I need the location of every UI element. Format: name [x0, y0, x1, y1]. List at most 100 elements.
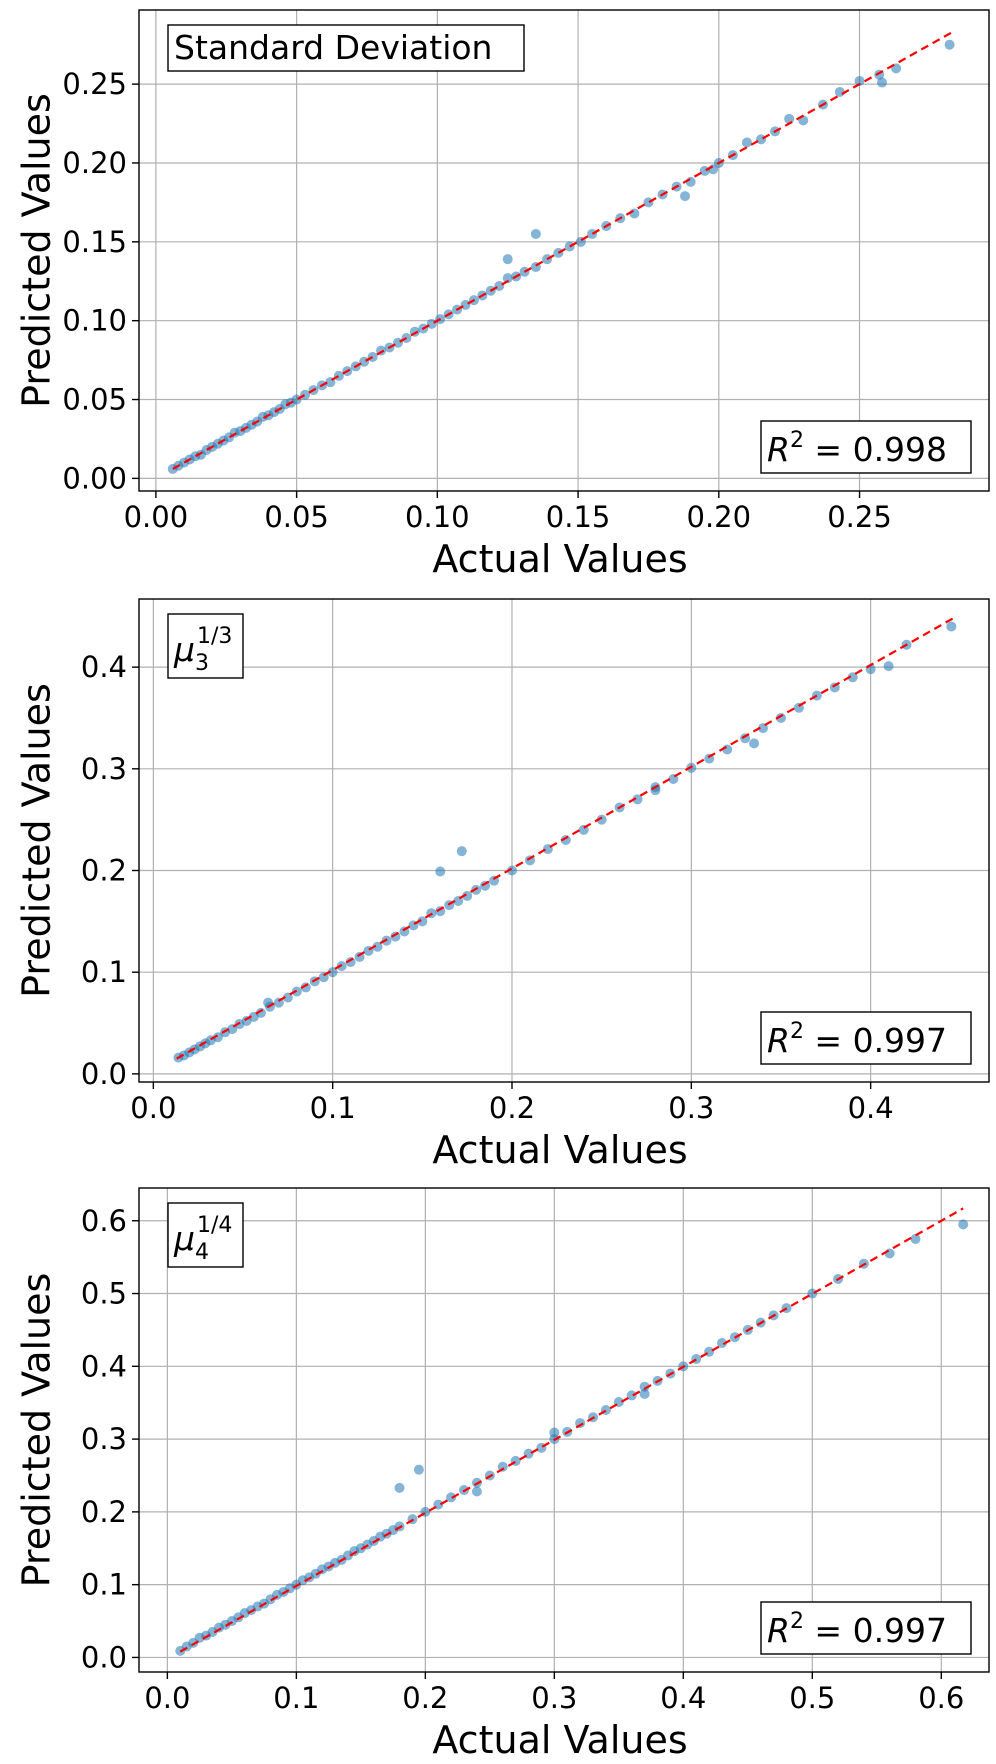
y-tick-label: 0.2	[81, 1495, 127, 1529]
r2-box	[760, 420, 972, 474]
data-point	[417, 916, 428, 927]
x-axis-label: Actual Values	[432, 1128, 687, 1172]
data-point	[910, 1233, 921, 1244]
data-point	[502, 273, 513, 284]
y-tick-label: 0.2	[81, 853, 127, 887]
data-point	[333, 370, 344, 381]
data-point	[626, 1390, 637, 1401]
axes-frame	[138, 598, 990, 1083]
panel-label-box	[167, 24, 525, 72]
math-superscript: 1/3	[197, 624, 232, 649]
y-tick-label: 0.05	[62, 383, 127, 417]
y-tick-label: 0.20	[62, 146, 127, 180]
y-tick-label: 0.10	[62, 304, 127, 338]
math-base: μ	[173, 630, 195, 669]
panel-3: 0.0 0.1 0.2 0.3 0.4 0.5 0.60.00.10.20.30.40.50…	[14, 1187, 990, 1762]
data-point	[854, 75, 865, 86]
y-tick-label: 0.0	[81, 1057, 127, 1091]
data-point	[807, 1288, 818, 1299]
x-tick-label: 0.25	[827, 500, 892, 534]
y-axis-label: Predicted Values	[14, 93, 58, 408]
x-tick-label: 0.0	[130, 1091, 176, 1125]
panel-2: 0.0 0.1 0.2 0.3 0.4 0.0 0.1 0.2 0.3 0.4 Actual Val…	[14, 598, 990, 1172]
r2-box	[760, 1011, 972, 1065]
data-point	[632, 794, 643, 805]
x-tick-label: 0.3	[668, 1091, 714, 1125]
data-point	[460, 299, 471, 310]
y-tick-label: 0.15	[62, 225, 127, 259]
y-ticks: 0.00 0.05 0.10 0.15 0.20 0.25	[62, 67, 139, 495]
r2-annotation: R2 = 0.997	[760, 1601, 972, 1655]
x-tick-label: 0.10	[405, 500, 470, 534]
data-point	[502, 254, 513, 265]
data-point	[549, 1427, 560, 1438]
y-tick-label: 0.4	[81, 650, 127, 684]
fit-line	[179, 1207, 964, 1653]
data-point	[639, 1381, 650, 1392]
math-superscript: 1/4	[197, 1213, 232, 1238]
x-tick-label: 0.6	[918, 1681, 964, 1715]
panel-label: Standard Deviation	[167, 24, 525, 72]
x-tick-label: 0.2	[489, 1091, 535, 1125]
data-point	[413, 1464, 424, 1475]
r2-box	[760, 1601, 972, 1655]
data-point	[775, 712, 786, 723]
x-ticks: 0.00 0.05 0.10 0.15 0.20 0.25	[124, 491, 892, 534]
r2-symbol: R	[767, 430, 790, 469]
y-tick-label: 0.3	[81, 1422, 127, 1456]
data-point	[883, 661, 894, 672]
data-point	[494, 280, 505, 291]
x-tick-label: 0.2	[402, 1681, 448, 1715]
data-point	[958, 1219, 969, 1230]
math-subscript: 4	[195, 1240, 209, 1265]
panel-label-text: Standard Deviation	[174, 28, 492, 67]
data-point	[741, 137, 752, 148]
y-axis-label: Predicted Values	[14, 683, 58, 998]
x-tick-label: 0.4	[848, 1091, 894, 1125]
y-tick-label: 0.25	[62, 67, 127, 101]
data-point	[639, 1388, 650, 1399]
x-ticks: 0.0 0.1 0.2 0.3 0.4	[130, 1082, 894, 1125]
panel-label: μ31/3	[167, 613, 244, 679]
y-tick-label: 0.4	[81, 1349, 127, 1383]
data-point	[394, 1482, 405, 1493]
x-tick-label: 0.5	[789, 1681, 835, 1715]
r2-value: = 0.997	[804, 1611, 947, 1650]
y-tick-label: 0.1	[81, 955, 127, 989]
data-point	[255, 1007, 266, 1018]
math-base: μ	[173, 1219, 195, 1258]
data-point	[680, 191, 691, 202]
data-point	[372, 941, 383, 952]
fit-line	[172, 31, 953, 470]
data-point	[756, 134, 767, 145]
x-tick-label: 0.05	[264, 500, 329, 534]
r2-text: R2 = 0.997	[767, 1609, 947, 1650]
data-point	[596, 814, 607, 825]
axes-frame	[138, 9, 990, 492]
data-point	[643, 197, 654, 208]
grid-lines	[139, 1188, 989, 1672]
y-tick-label: 0.00	[62, 461, 127, 495]
r2-symbol: R	[767, 1021, 790, 1060]
r2-value: = 0.997	[804, 1021, 947, 1060]
scatter-points	[173, 621, 957, 1063]
data-point	[212, 1032, 223, 1043]
data-point	[471, 1486, 482, 1497]
x-tick-label: 0.1	[273, 1681, 319, 1715]
r2-text: R2 = 0.998	[767, 428, 947, 469]
y-tick-label: 0.5	[81, 1277, 127, 1311]
x-tick-label: 0.15	[546, 500, 611, 534]
data-point	[462, 890, 473, 901]
panel-1: 0.00 0.05 0.10 0.15 0.20 0.25 0.00 0.05 0.10 0.15…	[14, 9, 990, 581]
data-point	[847, 672, 858, 683]
data-point	[877, 77, 888, 88]
x-tick-label: 0.4	[660, 1681, 706, 1715]
x-axis-label: Actual Values	[432, 1718, 687, 1762]
data-point	[944, 39, 955, 50]
r2-exponent: 2	[790, 428, 804, 453]
axes-frame	[138, 1187, 990, 1673]
panel-label-math: μ31/3	[173, 624, 232, 676]
panel-label-box	[167, 613, 244, 679]
x-tick-label: 0.0	[144, 1681, 190, 1715]
